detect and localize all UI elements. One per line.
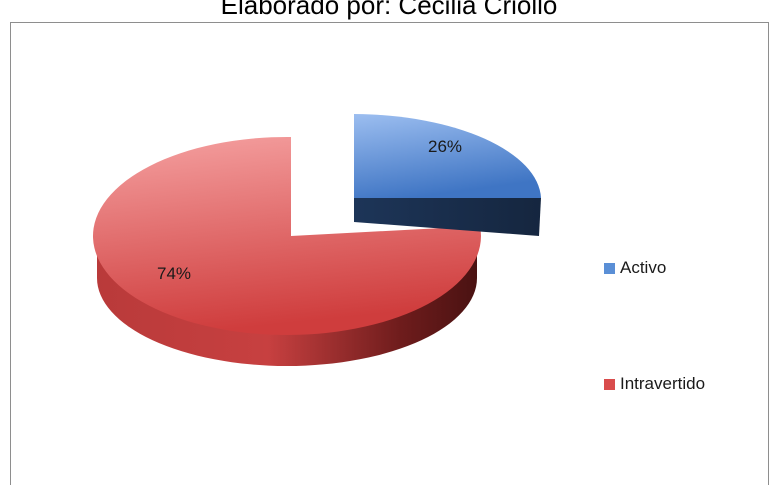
- legend-swatch-intravertido: [604, 378, 615, 390]
- legend-label-activo: Activo: [620, 258, 667, 277]
- pie-slice-activo-top: [354, 114, 541, 198]
- pie-slice-activo-side: [354, 198, 541, 236]
- legend-item-activo: Activo: [604, 258, 666, 278]
- chart-frame: [10, 22, 769, 485]
- data-label-activo: 26%: [428, 137, 462, 156]
- pie-slice-intravertido: [92, 136, 481, 366]
- pie-slice-intravertido-top: [92, 136, 481, 335]
- pie-slice-activo: [354, 114, 541, 236]
- legend-item-intravertido: Intravertido: [604, 374, 705, 394]
- legend-swatch-activo: [604, 262, 615, 274]
- legend-label-intravertido: Intravertido: [620, 374, 706, 393]
- pie-slice-intravertido-side: [97, 236, 477, 366]
- chart-title: Elaborado por: Cecilia Criollo: [220, 0, 558, 20]
- data-label-intravertido: 74%: [157, 264, 191, 283]
